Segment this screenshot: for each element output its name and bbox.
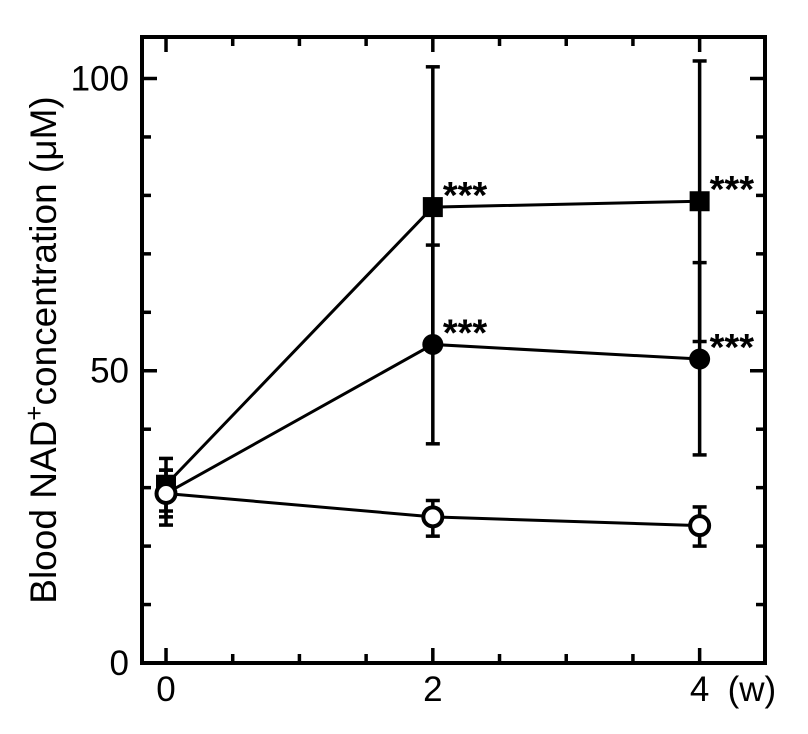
x-tick-label: 0 [156,670,175,709]
y-tick-label: 50 [90,352,129,391]
open-circle-marker [688,514,712,538]
plot-frame [140,35,767,665]
significance-label: *** [443,175,488,217]
x-tick-label: 2 [423,670,442,709]
series-open-circle [154,468,712,548]
filled-circle-marker [422,333,444,355]
y-tick-label: 0 [110,644,129,683]
y-axis-title: Blood NAD+concentration (μM) [19,96,64,603]
y-tick-label: 100 [71,59,129,98]
open-circle-marker [421,505,445,529]
filled-square-marker [422,197,443,218]
y-axis-tick-labels: 0 50 100 [71,59,129,683]
y-axis-title-text: Blood NAD+concentration (μM) [19,96,64,603]
significance-label: *** [710,327,755,369]
filled-circle-marker [689,348,711,370]
significance-labels: *** *** *** *** [443,169,754,369]
axis-ticks [142,37,765,665]
x-tick-label: 4 [690,670,709,709]
open-circle-marker [154,481,178,505]
significance-label: *** [710,169,755,211]
significance-label: *** [443,312,488,354]
x-axis-tick-labels: 0 2 4 [156,670,709,709]
filled-square-marker [689,191,710,212]
x-axis-unit-label: (w) [728,670,777,709]
